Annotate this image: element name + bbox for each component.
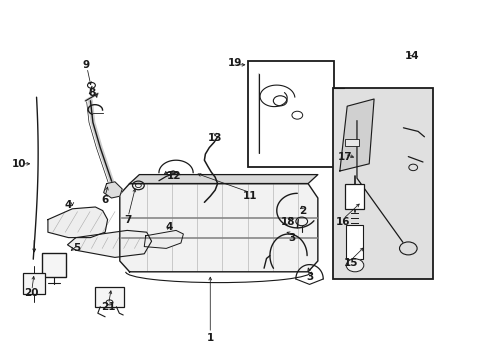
Polygon shape (129, 175, 317, 184)
Text: 19: 19 (227, 58, 242, 68)
Text: 17: 17 (337, 152, 351, 162)
Text: 1: 1 (206, 333, 213, 343)
Text: 2: 2 (299, 206, 306, 216)
Text: 7: 7 (124, 215, 132, 225)
Text: 9: 9 (82, 60, 89, 70)
Text: 4: 4 (164, 222, 172, 232)
Bar (344, 184, 364, 209)
Text: 5: 5 (74, 243, 81, 253)
Polygon shape (103, 182, 122, 198)
Text: 16: 16 (335, 217, 350, 228)
Bar (23, 273, 45, 294)
Bar (332, 88, 432, 279)
Text: 14: 14 (404, 51, 419, 61)
Text: 18: 18 (281, 217, 295, 228)
Bar (346, 225, 363, 259)
Text: 11: 11 (243, 191, 257, 201)
Text: 21: 21 (101, 302, 116, 312)
Polygon shape (339, 99, 373, 171)
Bar (248, 61, 333, 167)
Bar (95, 287, 123, 307)
Text: 6: 6 (102, 195, 108, 205)
Polygon shape (120, 184, 317, 272)
Text: 3: 3 (288, 233, 295, 243)
Polygon shape (48, 207, 107, 238)
Text: 13: 13 (207, 132, 222, 143)
Bar (41, 253, 66, 277)
Polygon shape (67, 230, 151, 257)
Circle shape (346, 259, 363, 272)
Polygon shape (144, 230, 183, 248)
Text: 3: 3 (306, 272, 313, 282)
Text: 8: 8 (88, 88, 95, 98)
Text: 10: 10 (11, 159, 26, 169)
Text: 12: 12 (166, 171, 181, 181)
Bar (344, 139, 359, 146)
Text: 20: 20 (24, 288, 39, 298)
Text: 4: 4 (64, 200, 72, 210)
Circle shape (399, 242, 416, 255)
Text: 15: 15 (343, 258, 358, 268)
